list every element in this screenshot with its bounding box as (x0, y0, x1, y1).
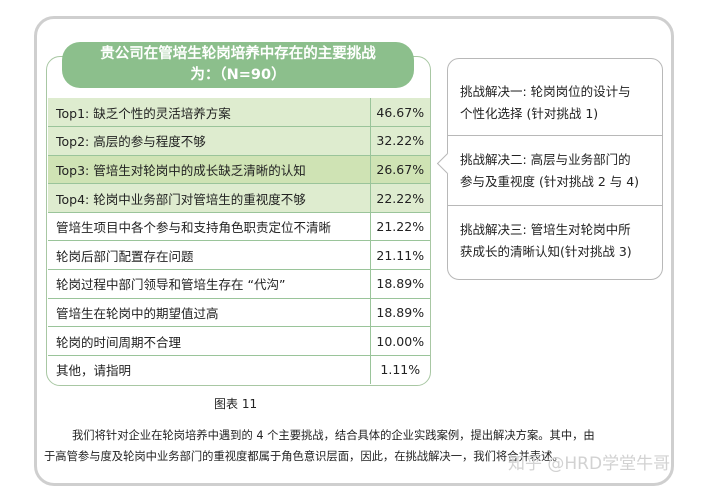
solution-item: 挑战解决三: 管培生对轮岗中所 获成长的清晰认知(针对挑战 3) (460, 219, 656, 263)
solution-line: 获成长的清晰认知(针对挑战 3) (460, 244, 632, 259)
row-value: 22.22% (369, 183, 430, 213)
paragraph-line: 于高管参与度及轮岗中业务部门的重视度都属于角色意识层面，因此，在挑战解决一，我们… (44, 450, 564, 463)
row-label: 管培生在轮岗中的期望值过高 (48, 298, 370, 328)
row-label: 轮岗后部门配置存在问题 (48, 240, 370, 271)
callout-divider (448, 205, 662, 206)
row-value: 10.00% (369, 326, 430, 356)
row-label: 轮岗的时间周期不合理 (48, 326, 370, 356)
row-value: 26.67% (369, 155, 430, 185)
row-label: Top3: 管培生对轮岗中的成长缺乏清晰的认知 (48, 155, 370, 185)
table-row: 轮岗后部门配置存在问题 21.11% (48, 240, 430, 271)
row-value: 1.11% (369, 355, 430, 384)
table-row: Top2: 高层的参与程度不够 32.22% (48, 126, 430, 156)
solutions-callout: 挑战解决一: 轮岗岗位的设计与 个性化选择 (针对挑战 1) 挑战解决二: 高层… (436, 58, 663, 280)
table-row: 其他，请指明 1.11% (48, 355, 430, 384)
table-row: Top1: 缺乏个性的灵活培养方案 46.67% (48, 98, 430, 128)
table-row: Top3: 管培生对轮岗中的成长缺乏清晰的认知 26.67% (48, 155, 430, 185)
row-label: Top2: 高层的参与程度不够 (48, 126, 370, 156)
watermark: 知乎 @HRD学堂牛哥 (508, 454, 671, 474)
table-row: 管培生在轮岗中的期望值过高 18.89% (48, 298, 430, 328)
table-title-line2: 为：（N=90） (190, 67, 286, 83)
solution-line: 挑战解决二: 高层与业务部门的 (460, 152, 631, 167)
table-row: Top4: 轮岗中业务部门对管培生的重视度不够 22.22% (48, 183, 430, 213)
outer-frame (34, 16, 674, 486)
table-title-line1: 贵公司在管培生轮岗培养中存在的主要挑战 (100, 46, 376, 62)
table-row: 管培生项目中各个参与和支持角色职责定位不清晰 21.22% (48, 212, 430, 242)
solution-line: 参与及重视度 (针对挑战 2 与 4) (460, 174, 640, 189)
paragraph-line: 我们将针对企业在轮岗培养中遇到的 4 个主要挑战，结合具体的企业实践案例，提出解… (72, 429, 595, 442)
challenge-table: Top1: 缺乏个性的灵活培养方案 46.67% Top2: 高层的参与程度不够… (48, 98, 430, 384)
solution-item: 挑战解决二: 高层与业务部门的 参与及重视度 (针对挑战 2 与 4) (460, 149, 656, 193)
solution-line: 挑战解决一: 轮岗岗位的设计与 (460, 84, 631, 99)
row-label: 轮岗过程中部门领导和管培生存在 “代沟” (48, 269, 370, 299)
row-label: Top1: 缺乏个性的灵活培养方案 (48, 98, 370, 128)
figure-caption: 图表 11 (214, 397, 258, 411)
table-row: 轮岗的时间周期不合理 10.00% (48, 326, 430, 356)
row-label: Top4: 轮岗中业务部门对管培生的重视度不够 (48, 183, 370, 213)
callout-divider (448, 135, 662, 136)
solution-line: 挑战解决三: 管培生对轮岗中所 (460, 222, 631, 237)
row-value: 32.22% (369, 126, 430, 156)
table-title: 贵公司在管培生轮岗培养中存在的主要挑战 为：（N=90） (62, 42, 414, 88)
table-row: 轮岗过程中部门领导和管培生存在 “代沟” 18.89% (48, 269, 430, 299)
row-value: 21.22% (369, 212, 430, 242)
row-value: 18.89% (369, 269, 430, 299)
row-value: 46.67% (369, 98, 430, 128)
row-value: 21.11% (369, 240, 430, 271)
solution-item: 挑战解决一: 轮岗岗位的设计与 个性化选择 (针对挑战 1) (460, 81, 656, 125)
solution-line: 个性化选择 (针对挑战 1) (460, 106, 599, 121)
row-label: 管培生项目中各个参与和支持角色职责定位不清晰 (48, 212, 370, 242)
body-paragraph: 我们将针对企业在轮岗培养中遇到的 4 个主要挑战，结合具体的企业实践案例，提出解… (44, 425, 672, 467)
row-label: 其他，请指明 (56, 363, 132, 379)
row-value: 18.89% (369, 298, 430, 328)
